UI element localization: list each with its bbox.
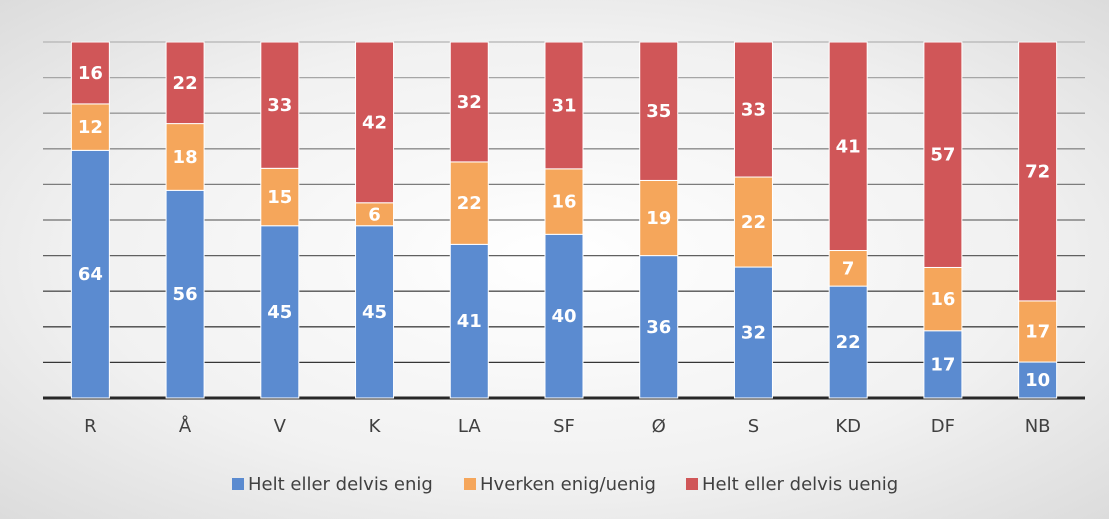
data-label: 45 <box>267 302 292 323</box>
data-label: 57 <box>930 145 955 166</box>
bar-segment <box>1018 41 1058 302</box>
bar-segment <box>449 161 489 245</box>
x-tick-label: V <box>274 416 287 437</box>
x-tick-label: LA <box>458 416 481 437</box>
bar-segment <box>260 41 300 169</box>
legend-swatch <box>464 478 476 490</box>
legend-label: Helt eller delvis uenig <box>702 474 898 495</box>
data-label: 36 <box>646 317 671 338</box>
data-label: 32 <box>457 92 482 113</box>
data-label: 31 <box>551 95 576 116</box>
bar-segment <box>544 168 584 235</box>
x-tick-label: SF <box>553 416 575 437</box>
data-label: 19 <box>646 208 671 229</box>
bar-segment <box>449 243 489 399</box>
data-label: 22 <box>457 193 482 214</box>
data-label: 42 <box>362 112 387 133</box>
data-label: 40 <box>551 306 576 327</box>
x-tick-label: DF <box>931 416 955 437</box>
x-tick-label: Ø <box>652 416 666 437</box>
data-label: 17 <box>930 354 955 375</box>
bar-segment <box>544 41 584 170</box>
data-label: 35 <box>646 101 671 122</box>
data-label: 22 <box>741 212 766 233</box>
data-label: 41 <box>457 311 482 332</box>
bar-segment <box>70 149 110 399</box>
legend-swatch <box>232 478 244 490</box>
bar-segment <box>70 41 110 105</box>
data-label: 56 <box>173 284 198 305</box>
bar-segment <box>639 41 679 181</box>
bar-segment <box>70 103 110 151</box>
data-label: 10 <box>1025 370 1050 391</box>
x-tick-label: KD <box>835 416 861 437</box>
data-label: 17 <box>1025 321 1050 342</box>
bar-segment <box>828 250 868 287</box>
legend-swatch <box>686 478 698 490</box>
bar-segment <box>165 189 205 399</box>
bar-segment <box>639 179 679 257</box>
x-tick-label: K <box>369 416 382 437</box>
bar-segment <box>923 330 963 399</box>
bar-segment <box>355 41 395 204</box>
data-label: 16 <box>551 192 576 213</box>
data-label: 12 <box>78 117 103 138</box>
data-label: 16 <box>78 63 103 84</box>
data-label: 45 <box>362 302 387 323</box>
x-tick-label: NB <box>1025 416 1051 437</box>
bar-segment <box>544 233 584 399</box>
bar-segment <box>828 285 868 399</box>
x-tick-label: R <box>84 416 97 437</box>
bar-segment <box>165 123 205 191</box>
bar-segment <box>923 41 963 268</box>
bar-segment <box>828 41 868 252</box>
data-label: 16 <box>930 289 955 310</box>
data-label: 64 <box>78 264 103 285</box>
data-label: 33 <box>741 100 766 121</box>
bar-segment <box>449 41 489 163</box>
legend-label: Hverken enig/uenig <box>480 474 656 495</box>
bar-segment <box>355 225 395 399</box>
data-label: 18 <box>173 147 198 168</box>
data-label: 22 <box>173 73 198 94</box>
data-label: 22 <box>836 332 861 353</box>
x-tick-label: Å <box>179 415 192 437</box>
bar-segment <box>733 41 773 178</box>
data-label: 33 <box>267 95 292 116</box>
data-label: 41 <box>836 136 861 157</box>
bar-segment <box>923 266 963 332</box>
data-label: 7 <box>842 258 855 279</box>
bar-segment <box>639 255 679 399</box>
data-label: 32 <box>741 323 766 344</box>
bar-segment <box>165 41 205 125</box>
data-label: 6 <box>368 204 381 225</box>
data-label: 15 <box>267 187 292 208</box>
legend-label: Helt eller delvis enig <box>248 474 433 495</box>
x-tick-label: S <box>748 416 759 437</box>
data-label: 72 <box>1025 161 1050 182</box>
